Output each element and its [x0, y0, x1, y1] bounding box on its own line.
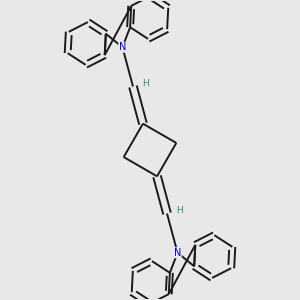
Text: N: N	[119, 42, 126, 52]
Text: N: N	[174, 248, 181, 258]
Text: H: H	[142, 79, 149, 88]
Text: H: H	[177, 206, 183, 214]
